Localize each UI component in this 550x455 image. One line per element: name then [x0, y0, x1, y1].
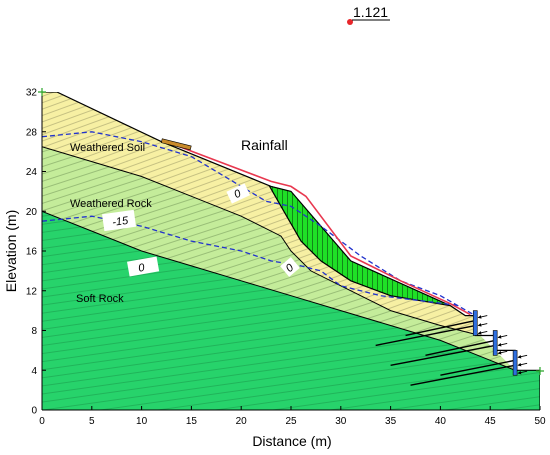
contour-label-slip-zero: 0	[280, 257, 300, 277]
x-tick-label: 15	[186, 416, 198, 427]
y-tick-label: 20	[26, 207, 38, 218]
anchor-tendon-3	[410, 364, 516, 386]
anchor-force-arrow-1-3	[477, 331, 488, 335]
contour-label-minus-fifteen-text: -15	[112, 215, 130, 229]
x-tick-label: 5	[89, 416, 95, 427]
anchor-force-arrow-3-1	[517, 354, 528, 359]
anchor-force-arrow-1-1	[477, 315, 488, 319]
x-tick-label: 30	[335, 416, 347, 427]
x-axis-ticks: 0 5 10 15 20 25 30 35 40 45 50	[39, 406, 546, 427]
contour-label-minus-fifteen: -15	[102, 209, 137, 232]
y-tick-label: 12	[26, 286, 38, 297]
anchor-tendon-1	[375, 324, 476, 347]
anchor-force-arrow-3-2	[517, 362, 528, 367]
contour-label-upper-zero-text: 0	[232, 187, 243, 201]
x-tick-label: 50	[534, 416, 546, 427]
y-tick-label: 0	[31, 406, 37, 417]
anchor-force-arrow-3-3	[517, 370, 528, 375]
anchor-force-arrow-2-2	[497, 342, 508, 347]
y-tick-label: 28	[26, 127, 38, 138]
contour-label-lower-zero-text: 0	[137, 262, 146, 275]
crest-marker	[38, 88, 46, 96]
x-tick-label: 35	[385, 416, 397, 427]
soft-rock-boundary	[42, 210, 516, 371]
x-tick-label: 40	[435, 416, 447, 427]
factor-of-safety-value: 1.121	[353, 4, 388, 20]
anchor-tendon-4	[405, 319, 476, 337]
x-tick-label: 0	[39, 416, 45, 427]
rock-top-boundary	[42, 146, 481, 336]
anchor-tendon-6	[440, 359, 516, 376]
contour-label-lower-zero: 0	[127, 256, 160, 277]
x-tick-label: 45	[485, 416, 497, 427]
anchor-force-arrow-2-3	[497, 350, 508, 355]
y-tick-label: 16	[26, 247, 38, 258]
weathered-soil-label: Weathered Soil	[70, 142, 145, 154]
rainfall-label: Rainfall	[241, 137, 288, 153]
y-axis-title: Elevation (m)	[3, 210, 19, 292]
y-tick-label: 24	[26, 167, 38, 178]
y-tick-label: 32	[26, 88, 38, 99]
rainfall-application-bar	[160, 138, 192, 151]
fos-marker-dot	[347, 19, 353, 25]
anchor-head-2	[492, 330, 498, 356]
x-tick-label: 25	[285, 416, 297, 427]
x-tick-label: 10	[136, 416, 148, 427]
anchor-force-arrow-2-1	[497, 335, 508, 339]
rainfall-boundary-line	[166, 140, 471, 316]
toe-marker	[536, 367, 544, 375]
anchor-head-3	[512, 350, 518, 376]
axes: 0 5 10 15 20 25 30 35 40 45 50 0 4 8 12 16 20 24 28 32	[26, 88, 546, 428]
y-tick-label: 8	[31, 326, 37, 337]
weathered-rock-label: Weathered Rock	[70, 198, 152, 210]
weathered-rock-hatch	[42, 146, 516, 371]
x-tick-label: 20	[236, 416, 248, 427]
anchor-force-arrow-1-2	[477, 323, 488, 327]
ground-anchors	[375, 310, 528, 386]
x-axis-title: Distance (m)	[252, 433, 331, 449]
contour-label-upper-zero: 0	[226, 183, 251, 204]
y-tick-label: 4	[31, 366, 37, 377]
anchor-tendon-5	[425, 339, 496, 357]
anchor-head-1	[472, 310, 478, 336]
anchor-tendon-2	[390, 344, 496, 366]
soft-rock-label: Soft Rock	[76, 293, 124, 305]
y-axis-ticks: 0 4 8 12 16 20 24 28 32	[26, 88, 46, 417]
slip-mass-hatch	[269, 185, 451, 306]
